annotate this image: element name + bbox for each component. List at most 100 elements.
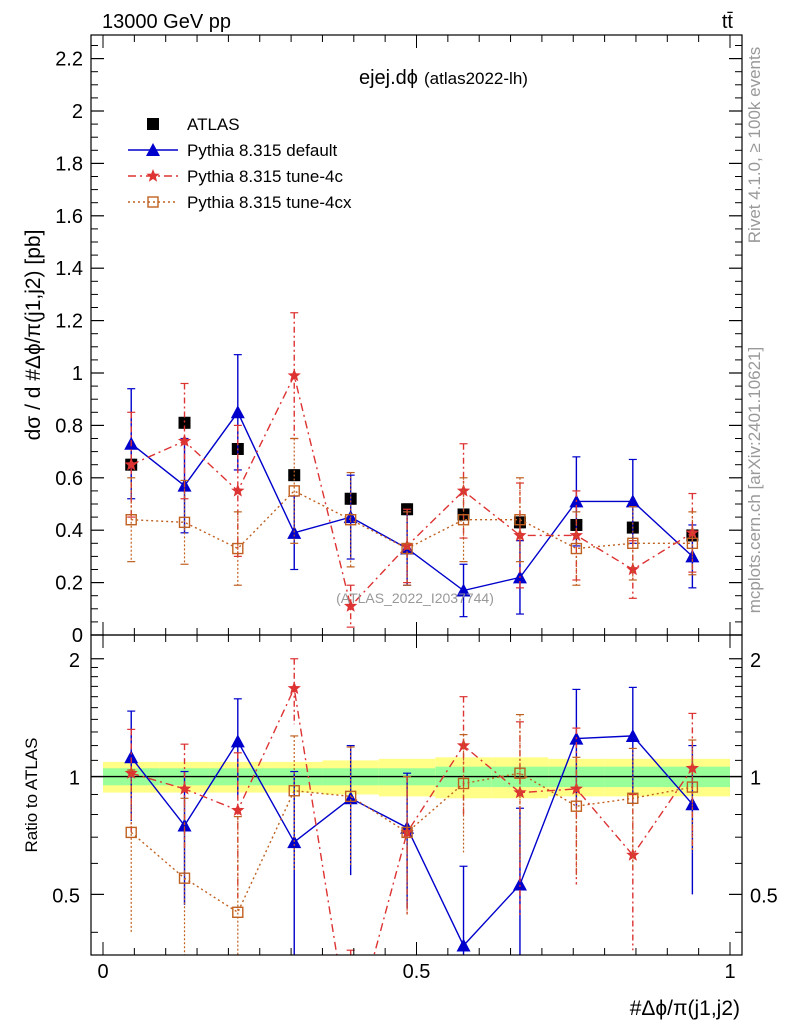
main-line-tune4cx: [131, 490, 693, 550]
ratio-point-tune4c: [456, 738, 471, 752]
ratio-point-tune4c: [569, 781, 583, 795]
ratio-point-tune4c: [685, 761, 699, 774]
legend-marker: [146, 169, 160, 182]
x-tick-label: 1: [724, 961, 735, 983]
main-panel: ejej.dϕ (atlas2022-lh) (ATLAS_2022_I2037…: [22, 34, 743, 647]
x-tick-label: 0: [97, 961, 108, 983]
main-y-tick-label: 0.2: [55, 573, 83, 595]
main-point-tune4c: [124, 457, 138, 471]
ratio-point-tune4cx: [344, 790, 357, 803]
x-axis-label: #Δϕ/π(j1,j2): [630, 997, 740, 1020]
ratio-y-tick-label-right: 2: [750, 650, 761, 672]
main-point-tune4cx: [178, 516, 191, 529]
main-y-tick-label: 1.2: [55, 311, 83, 333]
ratio-point-tune4c: [231, 803, 245, 816]
main-y-tick-label: 1.4: [55, 258, 83, 280]
main-y-tick-label: 1: [72, 363, 83, 385]
main-series-tune4c: [124, 312, 699, 628]
main-y-axis: 0 0.2 0.4 0.6 0.8 1 1.2 1.4 1.6 1.8 2 2.2: [55, 35, 742, 647]
main-point-default: [230, 405, 245, 419]
main-point-default: [625, 494, 640, 508]
ratio-point-default: [456, 938, 471, 952]
ratio-point-default: [512, 877, 527, 891]
ratio-point-tune4cx: [570, 800, 583, 812]
process-label: tt̄: [722, 11, 734, 33]
plot-title: ejej.dϕ: [359, 67, 418, 89]
ratio-point-tune4cx: [288, 785, 300, 797]
ratio-series-tune4cx: [125, 713, 699, 955]
main-y-tick-label: 2: [72, 101, 83, 123]
ratio-point-tune4cx: [178, 872, 191, 884]
main-point-tune4c: [287, 368, 301, 382]
ratio-point-tune4cx: [401, 826, 413, 839]
main-point-tune4cx: [627, 537, 639, 549]
main-point-tune4c: [626, 562, 640, 576]
ratio-point-default: [124, 750, 139, 764]
main-point-tune4cx: [288, 485, 300, 497]
legend-marker: [147, 118, 159, 130]
main-y-tick-label: 1.8: [55, 153, 83, 175]
ratio-uncertainty-band: [103, 757, 730, 799]
legend-entry-default: Pythia 8.315 default: [128, 141, 338, 160]
main-point-tune4c: [569, 528, 583, 542]
main-point-tune4c: [344, 599, 358, 612]
ratio-point-tune4c: [287, 681, 301, 695]
ratio-point-tune4cx: [627, 792, 639, 804]
main-point-tune4cx: [232, 542, 244, 555]
main-line-default: [130, 410, 693, 592]
main-y-tick-label: 0.6: [55, 468, 83, 490]
main-y-axis-label: dσ / d #Δϕ/π(j1,j2) [pb]: [22, 230, 45, 441]
main-point-tune4cx: [457, 514, 470, 526]
legend-entry-tune4cx: Pythia 8.315 tune-4cx: [128, 193, 352, 212]
legend-label: ATLAS: [187, 115, 240, 134]
main-point-tune4c: [231, 483, 245, 497]
main-line-tune4c: [130, 373, 693, 608]
ratio-line-tune4cx: [130, 772, 693, 914]
ratio-y-tick-label: 2: [69, 650, 80, 672]
legend-marker: [146, 143, 160, 156]
ratio-point-default: [230, 734, 245, 748]
main-point-tune4cx: [514, 514, 526, 526]
main-y-tick-label: 2.2: [55, 49, 83, 71]
ratio-y-tick-label: 0.5: [52, 885, 80, 907]
ratio-y-axis: 0.5 0.5 1 1 2 2: [52, 650, 778, 933]
main-y-tick-label: 0: [72, 625, 83, 647]
main-point-tune4cx: [686, 537, 699, 549]
ratio-point-default: [625, 728, 640, 742]
legend-entry-tune4c: Pythia 8.315 tune-4c: [128, 167, 343, 186]
main-series-tune4cx: [125, 437, 699, 586]
ratio-point-tune4c: [124, 766, 138, 779]
ratio-y-axis-label: Ratio to ATLAS: [22, 738, 41, 853]
ratio-y-tick-label: 1: [69, 768, 80, 790]
main-y-axis-label-text: dσ / d #Δϕ/π(j1,j2) [pb]: [22, 230, 45, 441]
x-axis: 0 0.5 1: [97, 635, 736, 983]
main-series-default: [124, 354, 700, 618]
main-y-tick-label: 0.4: [55, 520, 83, 542]
main-point-tune4cx: [344, 514, 357, 526]
ratio-point-default: [685, 797, 700, 811]
ratio-plot-area: [91, 658, 742, 955]
ratio-point-tune4cx: [686, 781, 699, 793]
ratio-y-tick-label-right: 0.5: [750, 885, 778, 907]
main-series-data: [125, 416, 699, 542]
main-point-data: [178, 416, 191, 429]
x-tick-label: 0.5: [403, 961, 431, 983]
main-y-tick-label: 0.8: [55, 415, 83, 437]
ratio-point-tune4c: [177, 781, 192, 795]
main-y-tick-label: 1.6: [55, 206, 83, 228]
rivet-version-label: Rivet 4.1.0, ≥ 100k events: [745, 47, 764, 243]
ratio-y-tick-label-right: 1: [750, 768, 761, 790]
main-point-tune4c: [177, 434, 192, 447]
legend-marker: [147, 196, 159, 208]
legend-label: Pythia 8.315 tune-4cx: [187, 193, 352, 212]
legend: ATLAS Pythia 8.315 default Pythia 8.315 tu…: [128, 115, 352, 212]
analysis-watermark: (ATLAS_2022_I2037744): [336, 590, 494, 606]
ratio-point-tune4c: [626, 848, 640, 861]
plot-subtitle: (atlas2022-lh): [424, 69, 528, 88]
legend-label: Pythia 8.315 tune-4c: [187, 167, 343, 186]
ratio-point-tune4cx: [457, 777, 470, 790]
main-point-tune4cx: [125, 514, 137, 526]
energy-label: 13000 GeV pp: [102, 11, 231, 33]
main-point-tune4cx: [570, 542, 583, 555]
